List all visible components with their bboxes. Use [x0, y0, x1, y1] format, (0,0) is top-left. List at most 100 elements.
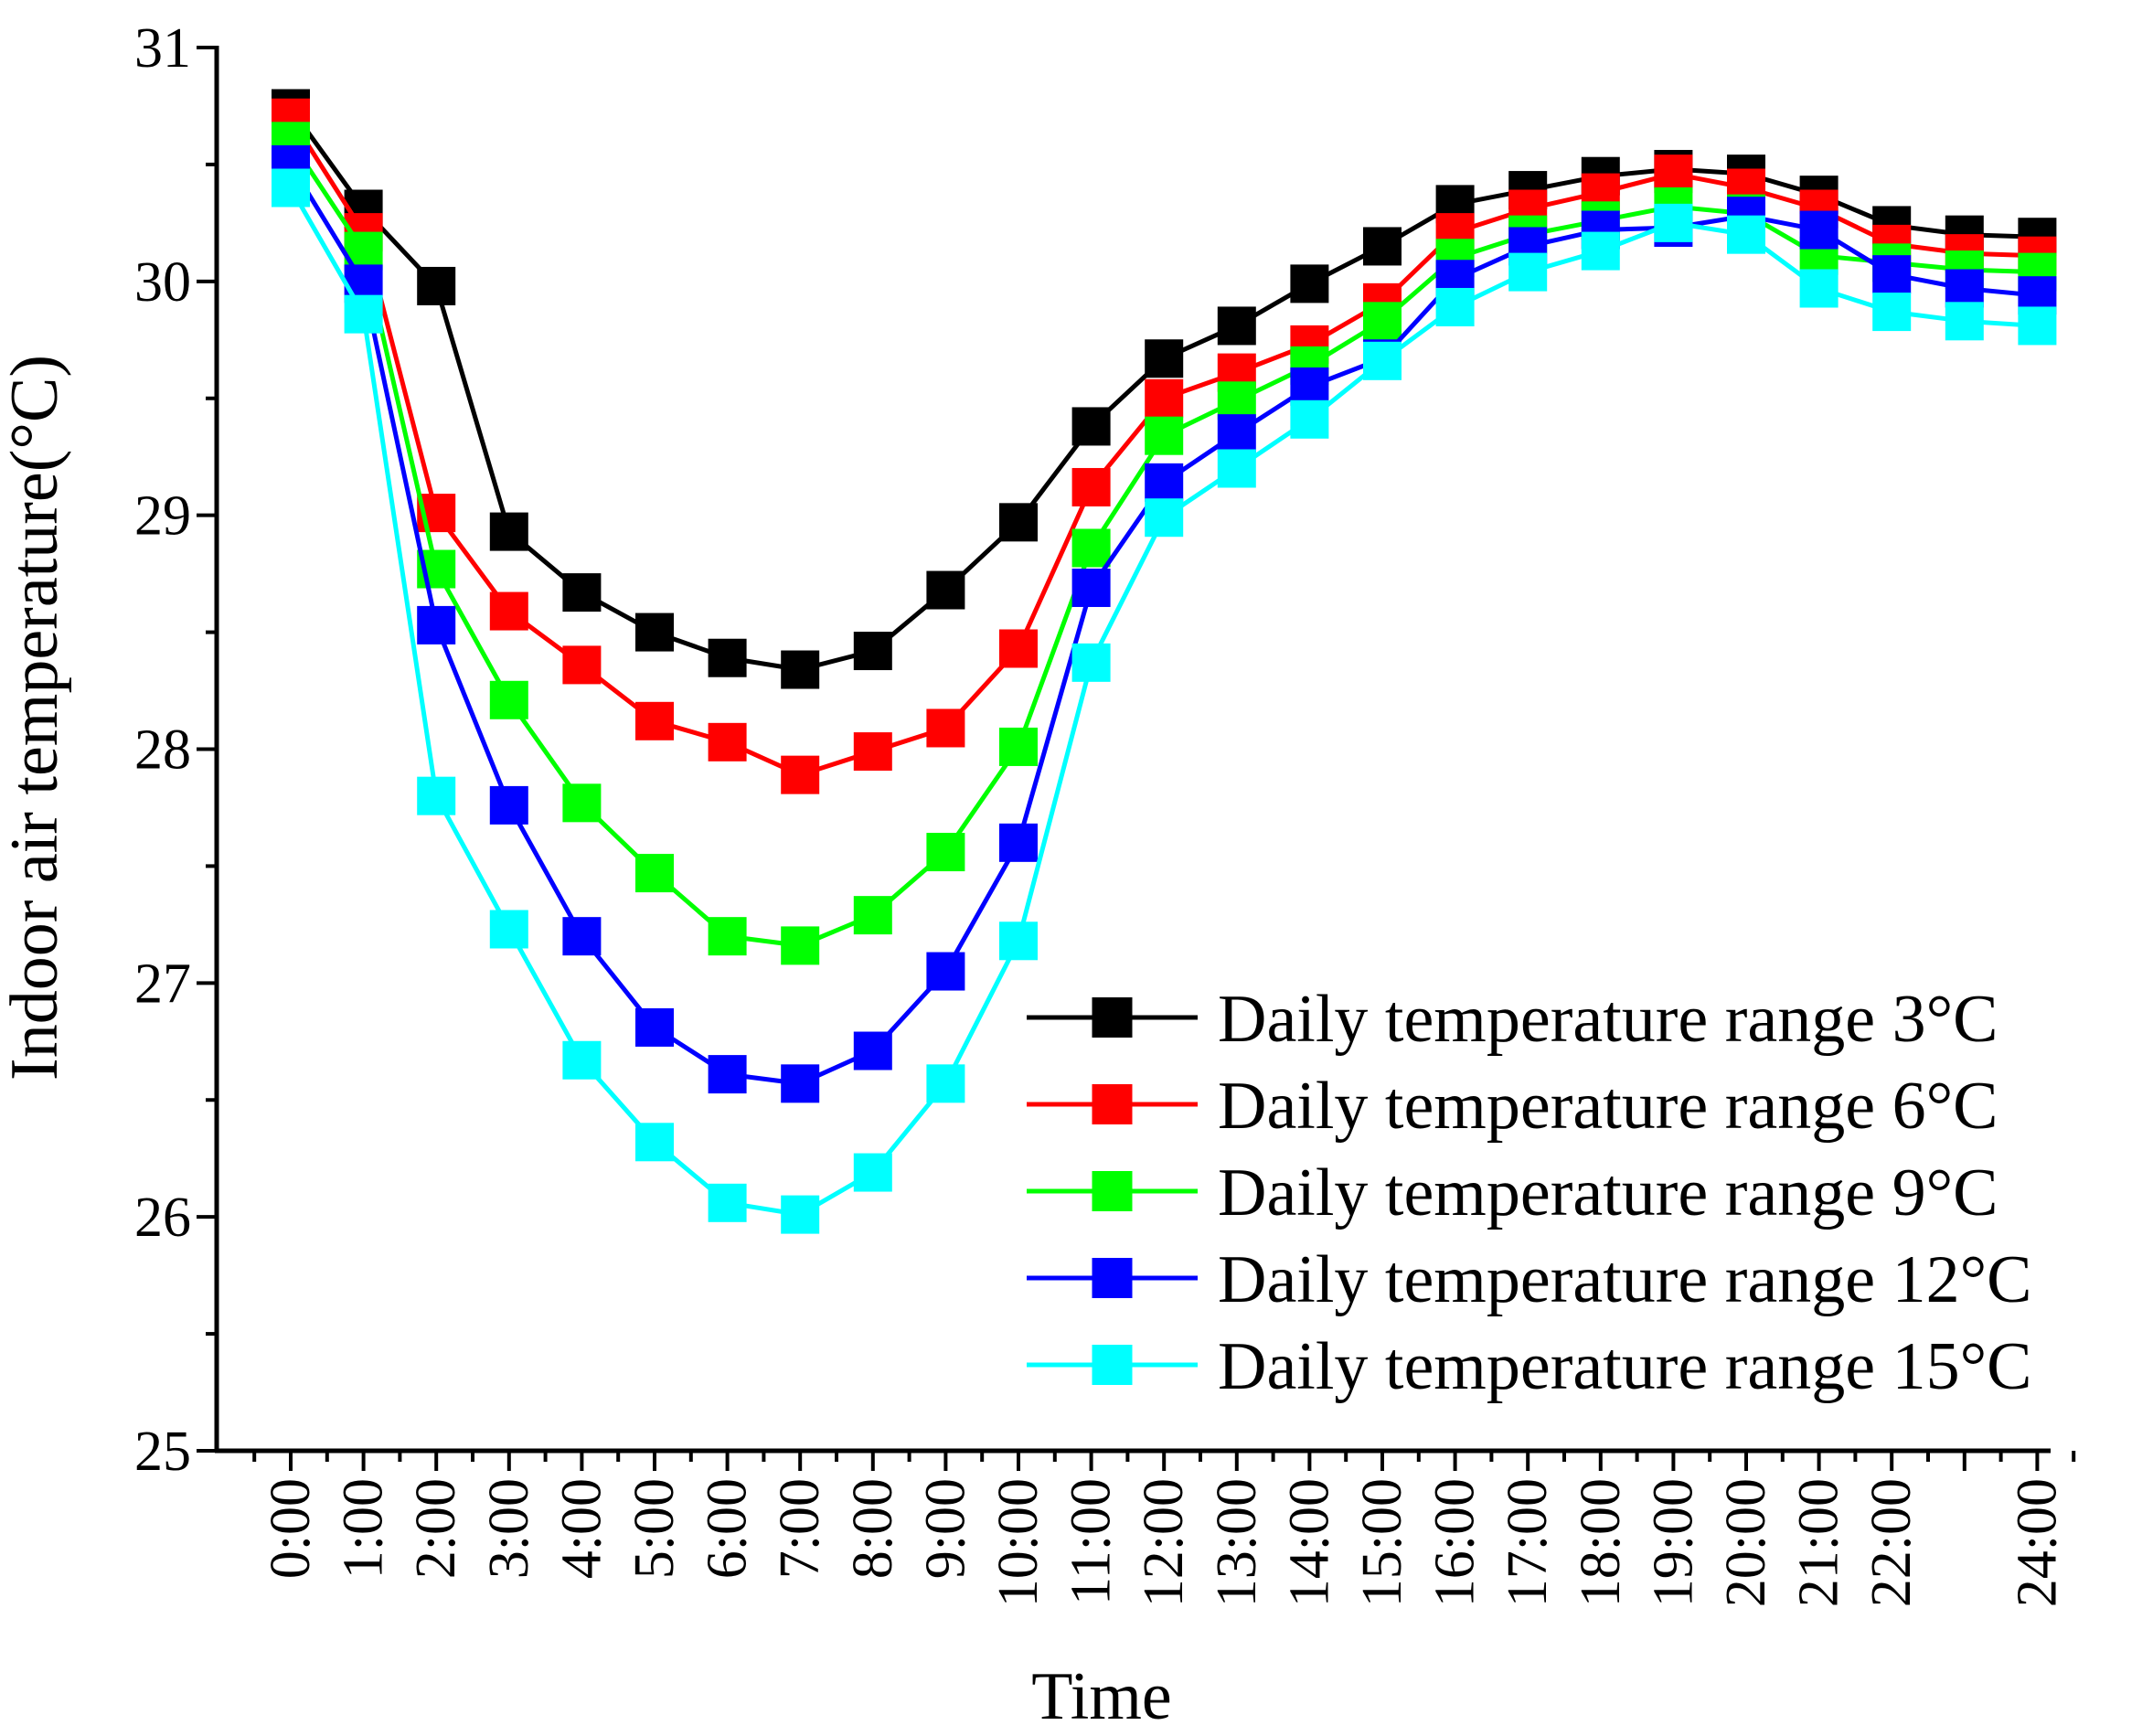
x-tick-label: 15:00	[1351, 1478, 1413, 1607]
data-point	[417, 605, 456, 644]
x-tick-label: 24:00	[2006, 1478, 2068, 1607]
data-point	[562, 1040, 602, 1080]
x-tick-label: 5:00	[624, 1478, 686, 1579]
data-point	[344, 294, 383, 334]
x-tick-label: 9:00	[914, 1478, 976, 1579]
data-point	[708, 917, 747, 956]
data-point	[999, 823, 1038, 862]
y-tick-label: 30	[134, 251, 191, 314]
data-point	[853, 1153, 892, 1192]
data-point	[1217, 381, 1256, 421]
data-point	[1508, 252, 1548, 292]
x-tick-label: 7:00	[769, 1478, 831, 1579]
data-point	[635, 854, 674, 893]
legend-item: Daily temperature range 6°C	[1027, 1069, 1998, 1144]
data-point	[562, 917, 602, 956]
data-point	[1071, 643, 1111, 682]
x-tick-label: 20:00	[1715, 1478, 1777, 1607]
y-tick-label: 26	[134, 1187, 191, 1249]
data-point	[1363, 227, 1402, 266]
data-point	[1217, 414, 1256, 453]
data-point	[1363, 341, 1402, 380]
y-axis-title: Indoor air temperature(°C)	[0, 355, 72, 1081]
data-point	[999, 727, 1038, 766]
data-point	[1071, 407, 1111, 446]
data-point	[1290, 264, 1329, 304]
data-point	[781, 1195, 820, 1234]
data-point	[1654, 154, 1693, 194]
data-point	[489, 512, 528, 551]
y-tick-label: 28	[134, 719, 191, 782]
legend-label: Daily temperature range 3°C	[1218, 982, 1998, 1057]
legend-swatch-marker	[1092, 997, 1133, 1038]
data-point	[1727, 215, 1765, 254]
data-point	[781, 650, 820, 689]
legend-label: Daily temperature range 9°C	[1218, 1156, 1998, 1230]
series-line	[288, 139, 2038, 948]
data-point	[489, 910, 528, 949]
data-point	[417, 266, 456, 305]
data-point	[781, 1064, 820, 1103]
data-point	[853, 732, 892, 772]
data-point	[926, 708, 965, 748]
data-point	[926, 833, 965, 872]
data-point	[781, 926, 820, 965]
legend-label: Daily temperature range 6°C	[1218, 1069, 1998, 1144]
data-point	[1290, 367, 1329, 406]
series-layer	[272, 89, 2057, 1234]
x-tick-label: 19:00	[1642, 1478, 1704, 1607]
data-point	[489, 680, 528, 719]
x-tick-label: 2:00	[405, 1478, 467, 1579]
x-tick-label: 12:00	[1133, 1478, 1195, 1607]
legend-swatch-marker	[1092, 1345, 1133, 1385]
x-tick-label: 6:00	[697, 1478, 759, 1579]
x-tick-label: 3:00	[478, 1478, 540, 1579]
data-point	[853, 896, 892, 935]
series	[272, 144, 2057, 1103]
data-point	[853, 632, 892, 671]
series	[272, 168, 2057, 1234]
legend-item: Daily temperature range 15°C	[1027, 1329, 2032, 1404]
data-point	[1654, 203, 1693, 242]
data-point	[562, 645, 602, 685]
series-line	[288, 163, 2038, 1086]
y-tick-label: 25	[134, 1421, 191, 1483]
data-point	[926, 570, 965, 610]
x-tick-label: 14:00	[1278, 1478, 1340, 1607]
data-point	[1071, 568, 1111, 607]
legend-swatch-marker	[1092, 1258, 1133, 1298]
data-point	[635, 1123, 674, 1162]
data-point	[1799, 269, 1839, 308]
x-tick-label: 1:00	[333, 1478, 395, 1579]
x-tick-label: 22:00	[1860, 1478, 1923, 1607]
data-point	[1217, 306, 1256, 346]
x-tick-label: 18:00	[1570, 1478, 1632, 1607]
y-tick-label: 31	[134, 17, 191, 80]
data-point	[1363, 302, 1402, 341]
data-point	[1872, 255, 1912, 294]
legend-item: Daily temperature range 9°C	[1027, 1156, 1998, 1230]
x-tick-label: 8:00	[842, 1478, 904, 1579]
x-tick-label: 11:00	[1061, 1478, 1123, 1605]
axes: 25 26 27 28 29 30 31 0:00 1:00 2:00 3:00 4:00 5:00 6:…	[134, 17, 2076, 1607]
legend-label: Daily temperature range 15°C	[1218, 1329, 2032, 1404]
data-point	[1945, 269, 1984, 308]
data-point	[999, 629, 1038, 668]
data-point	[1145, 498, 1184, 538]
x-tick-label: 4:00	[550, 1478, 613, 1579]
data-point	[1290, 399, 1329, 439]
legend-label: Daily temperature range 12°C	[1218, 1242, 2032, 1317]
data-point	[1945, 302, 1984, 341]
data-point	[1145, 339, 1184, 378]
data-point	[926, 952, 965, 991]
legend-item: Daily temperature range 12°C	[1027, 1242, 2032, 1317]
data-point	[1872, 293, 1912, 332]
y-tick-label: 29	[134, 485, 191, 548]
data-point	[489, 591, 528, 631]
series	[272, 122, 2057, 965]
data-point	[708, 1055, 747, 1094]
x-tick-label: 10:00	[987, 1478, 1050, 1607]
data-point	[635, 701, 674, 740]
data-point	[562, 783, 602, 823]
